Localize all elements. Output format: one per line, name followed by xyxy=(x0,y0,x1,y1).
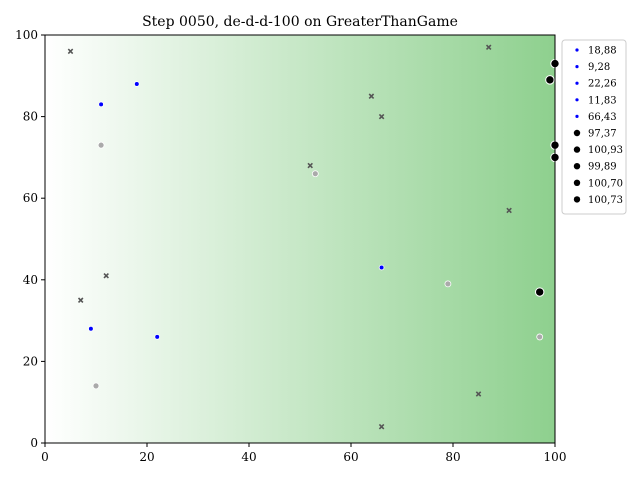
legend-marker xyxy=(573,196,581,203)
legend-label: 66,43 xyxy=(588,112,617,123)
x-tick-label: 100 xyxy=(544,450,567,464)
y-tick-label: 60 xyxy=(23,191,38,205)
x-axis: 0 20 40 60 80 100 xyxy=(41,443,566,464)
point-black-large xyxy=(535,287,545,297)
point-blue-small xyxy=(154,334,161,340)
y-tick-label: 100 xyxy=(15,28,38,42)
legend-marker xyxy=(573,146,581,153)
data-marks xyxy=(67,44,560,430)
point-black-large xyxy=(545,75,555,85)
point-blue-small xyxy=(88,325,94,332)
legend-marker xyxy=(575,65,579,69)
legend-marker xyxy=(573,163,581,170)
point-gray-circle xyxy=(536,333,544,341)
point-gray-x xyxy=(103,272,109,279)
legend-entry: 100,73 xyxy=(573,195,623,206)
x-tick-label: 20 xyxy=(139,450,154,464)
legend-marker xyxy=(575,98,579,102)
chart-title: Step 0050, de-d-d-100 on GreaterThanGame xyxy=(142,14,458,30)
plot-frame xyxy=(44,34,556,444)
legend-entry: 11,83 xyxy=(575,95,617,106)
point-gray-circle xyxy=(92,382,100,390)
point-blue-small xyxy=(98,101,104,108)
point-gray-x xyxy=(307,162,313,169)
legend-marker xyxy=(575,114,579,118)
point-gray-x xyxy=(368,93,375,99)
legend-entry: 9,28 xyxy=(575,62,610,73)
legend-label: 11,83 xyxy=(588,95,617,106)
point-gray-x xyxy=(77,297,84,303)
legend-marker xyxy=(573,179,581,186)
legend-label: 100,93 xyxy=(588,145,623,156)
x-tick-label: 40 xyxy=(241,450,256,464)
legend-entry: 97,37 xyxy=(573,129,617,140)
legend-label: 100,70 xyxy=(588,178,623,189)
point-gray-x xyxy=(378,423,385,430)
point-blue-small xyxy=(134,81,140,87)
x-tick-label: 0 xyxy=(41,450,49,464)
y-tick-label: 0 xyxy=(30,436,38,450)
plot-background xyxy=(45,35,555,443)
point-gray-x xyxy=(378,113,385,120)
legend-marker xyxy=(575,81,579,85)
legend-label: 18,88 xyxy=(588,46,617,57)
point-blue-small xyxy=(378,264,385,271)
legend-entry: 18,88 xyxy=(575,46,617,57)
point-gray-x xyxy=(485,44,492,51)
point-gray-x xyxy=(506,207,512,214)
legend-label: 99,89 xyxy=(588,162,617,173)
point-gray-circle xyxy=(311,170,319,178)
legend-label: 9,28 xyxy=(588,62,610,73)
legend-label: 22,26 xyxy=(588,79,617,90)
point-gray-circle xyxy=(444,280,452,288)
legend-entry: 22,26 xyxy=(575,79,617,90)
point-gray-x xyxy=(67,48,74,55)
legend-entry: 100,70 xyxy=(573,178,623,189)
point-gray-circle xyxy=(97,141,105,149)
legend-marker xyxy=(575,48,579,52)
legend-entry: 66,43 xyxy=(575,112,617,123)
legend-label: 100,73 xyxy=(588,195,623,206)
y-tick-label: 20 xyxy=(23,354,38,368)
legend-label: 97,37 xyxy=(588,129,617,140)
x-tick-label: 60 xyxy=(343,450,358,464)
legend-marker xyxy=(573,129,581,137)
y-axis: 0 20 40 60 80 100 xyxy=(15,28,45,450)
point-gray-x xyxy=(475,391,482,397)
x-tick-label: 80 xyxy=(445,450,460,464)
legend-entry: 99,89 xyxy=(573,162,617,173)
y-tick-label: 40 xyxy=(23,273,38,287)
y-tick-label: 80 xyxy=(23,110,38,124)
legend-entry: 100,93 xyxy=(573,145,623,156)
legend: 18,88 9,28 22,26 11,83 66,43 97,37 100,93 99,89… xyxy=(561,39,627,215)
